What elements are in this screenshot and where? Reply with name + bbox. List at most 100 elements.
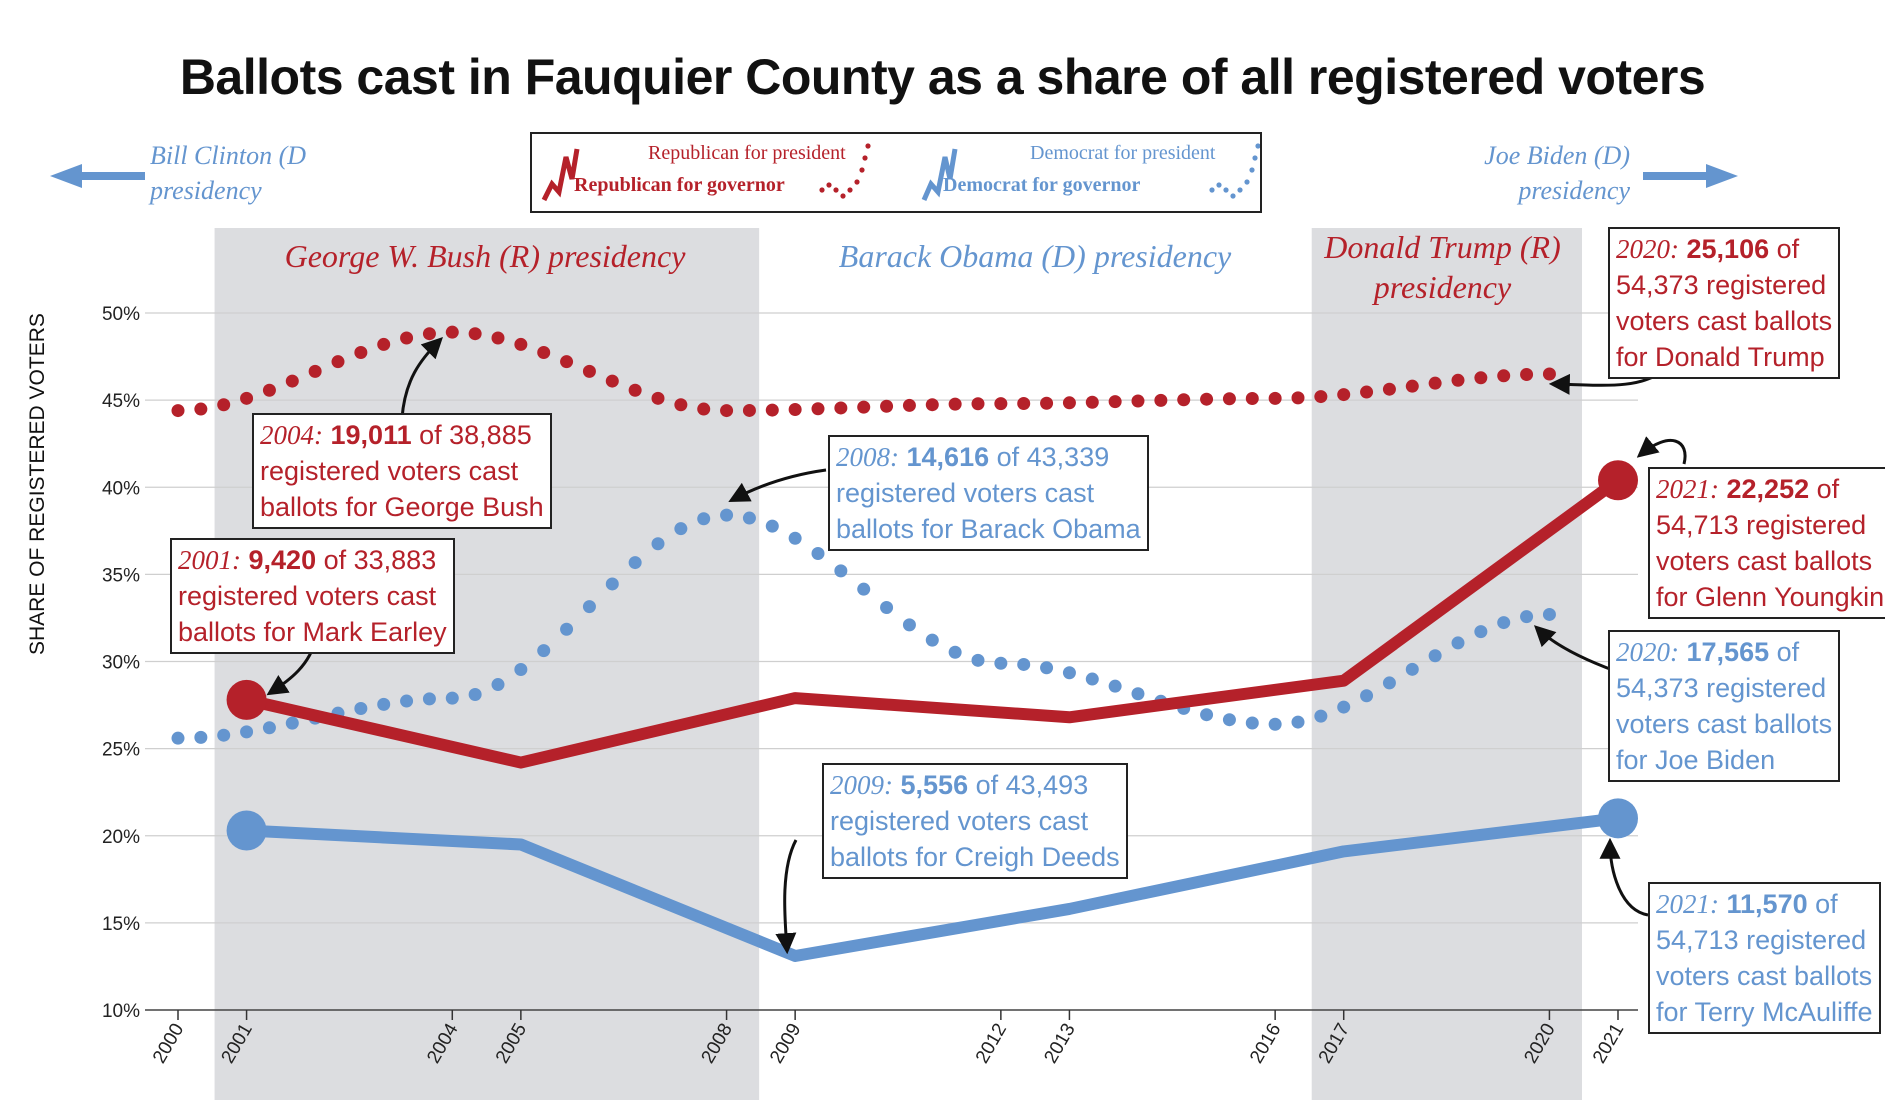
series-democrat-for-governor: [226, 798, 1638, 962]
callout-number: 11,570: [1726, 889, 1808, 919]
callout-line: for Donald Trump: [1616, 342, 1825, 372]
data-point: [308, 364, 322, 378]
data-point: [1497, 369, 1511, 383]
data-point: [1337, 388, 1351, 402]
biden-presidency-label: Joe Biden (D) presidency: [1484, 141, 1630, 205]
data-point: [491, 331, 505, 345]
callout-line: registered voters cast: [260, 456, 519, 486]
data-point: [514, 663, 528, 677]
data-point: [285, 374, 299, 388]
data-point: [880, 601, 894, 615]
data-point: [468, 327, 482, 341]
endpoint-marker: [226, 679, 267, 720]
data-point: [1017, 397, 1031, 411]
y-tick-label: 50%: [102, 304, 140, 325]
data-point: [1314, 390, 1328, 404]
callout-year: 2001:: [178, 545, 241, 575]
legend-dot: [862, 155, 868, 161]
legend-dot: [1255, 143, 1260, 149]
callout-line: for Joe Biden: [1616, 745, 1776, 775]
data-point: [925, 398, 939, 412]
y-tick-label: 40%: [102, 478, 140, 499]
data-point: [720, 404, 734, 418]
callout-line: ballots for George Bush: [260, 492, 544, 522]
data-point: [697, 512, 711, 526]
legend-dem-president-swatch: [1209, 143, 1260, 199]
callout-total: of 43,493: [975, 770, 1089, 800]
data-point: [834, 564, 848, 578]
data-point: [1268, 391, 1282, 405]
y-tick-label: 10%: [102, 1001, 140, 1022]
data-point: [400, 331, 414, 345]
x-tick-label: 2009: [766, 1020, 805, 1067]
callout-2004-bush: 2004: 19,011 of 38,885 registered voters…: [252, 413, 552, 529]
callout-line: ballots for Mark Earley: [178, 617, 447, 647]
data-point: [765, 403, 779, 417]
series-line: [240, 812, 1624, 962]
data-point: [1474, 625, 1488, 639]
legend-dot: [1216, 182, 1222, 188]
data-point: [194, 730, 208, 744]
data-point: [651, 537, 665, 551]
data-point: [605, 374, 619, 388]
data-point: [537, 345, 551, 359]
shaded-band-1: [1311, 228, 1582, 1100]
data-point: [880, 399, 894, 413]
legend-dem-president: Democrat for president: [1030, 142, 1216, 164]
callout-arrow: [1636, 436, 1687, 465]
data-point: [1542, 607, 1556, 621]
y-tick-label: 25%: [102, 740, 140, 761]
data-point: [697, 402, 711, 416]
trump-presidency-label: Donald Trump (R) presidency: [1324, 229, 1561, 305]
data-point: [1062, 666, 1076, 680]
callout-line: 54,713 registered: [1656, 510, 1867, 540]
series-democrat-for-president: [171, 508, 1556, 745]
data-point: [445, 691, 459, 705]
data-point: [1405, 662, 1419, 676]
callout-year: 2008:: [836, 442, 899, 472]
callout-2001-earley: 2001: 9,420 of 33,883 registered voters …: [170, 538, 455, 654]
callout-total: of: [1816, 474, 1840, 504]
legend-dot: [859, 167, 865, 173]
data-point: [582, 364, 596, 378]
data-point: [902, 618, 916, 632]
legend-dot: [819, 187, 825, 193]
callout-line: ballots for Barack Obama: [836, 514, 1141, 544]
data-point: [422, 692, 436, 706]
data-point: [422, 327, 436, 341]
callout-number: 5,556: [900, 770, 969, 800]
data-point: [285, 716, 299, 730]
data-point: [1497, 616, 1511, 630]
data-point: [331, 355, 345, 369]
data-point: [1520, 367, 1534, 381]
legend-dot: [840, 193, 846, 199]
callout-year: 2021:: [1656, 474, 1719, 504]
callout-line: registered voters cast: [836, 478, 1095, 508]
data-point: [1040, 396, 1054, 410]
data-point: [262, 721, 276, 735]
data-point: [1451, 636, 1465, 650]
callout-2020-trump: 2020: 25,106 of 54,373 registered voters…: [1608, 227, 1841, 379]
legend: Republican for president Republican for …: [530, 132, 1262, 213]
data-point: [582, 600, 596, 614]
x-tick-label: 2016: [1246, 1020, 1285, 1067]
callout-arrow: [1599, 837, 1649, 917]
legend-dot: [833, 187, 839, 193]
data-point: [857, 400, 871, 414]
data-point: [1200, 708, 1214, 722]
data-point: [1131, 394, 1145, 408]
callout-total: of 33,883: [323, 545, 437, 575]
legend-rep-governor-swatch: [541, 148, 580, 202]
legend-dem-governor-swatch: [921, 148, 958, 202]
data-point: [674, 398, 688, 412]
data-point: [1405, 379, 1419, 393]
data-point: [1131, 687, 1145, 701]
data-point: [537, 644, 551, 658]
callout-year: 2004:: [260, 420, 323, 450]
x-tick-label: 2013: [1040, 1020, 1079, 1067]
data-point: [1337, 700, 1351, 714]
series-line: [240, 474, 1624, 769]
data-point: [788, 402, 802, 416]
endpoint-marker: [1598, 460, 1638, 501]
callout-arrow: [400, 337, 443, 419]
